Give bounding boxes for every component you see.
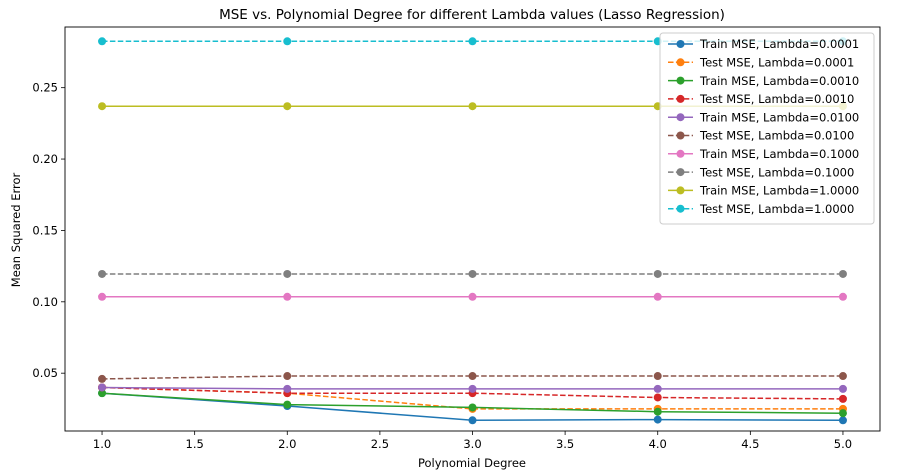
data-point: [283, 102, 292, 111]
data-point: [838, 394, 847, 403]
legend-item: Train MSE, Lambda=0.1000: [668, 147, 859, 161]
data-point: [838, 372, 847, 381]
data-point: [283, 269, 292, 278]
data-point: [653, 407, 662, 416]
data-point: [838, 269, 847, 278]
data-point: [468, 372, 477, 381]
data-point: [283, 37, 292, 46]
data-point: [653, 415, 662, 424]
data-point: [468, 269, 477, 278]
legend-label: Train MSE, Lambda=1.0000: [699, 184, 859, 198]
x-tick-label: 5.0: [834, 437, 852, 451]
data-point: [653, 384, 662, 393]
legend-label: Train MSE, Lambda=0.0100: [699, 110, 859, 124]
data-point: [98, 102, 107, 111]
data-point: [98, 383, 107, 392]
data-point: [98, 292, 107, 301]
legend-label: Test MSE, Lambda=0.0100: [699, 129, 854, 143]
y-tick-label: 0.25: [32, 81, 58, 95]
legend-label: Test MSE, Lambda=0.0001: [699, 56, 854, 70]
legend-box: [659, 32, 875, 225]
legend-label: Train MSE, Lambda=0.0001: [699, 37, 859, 51]
y-tick-label: 0.15: [32, 223, 58, 237]
data-point: [468, 37, 477, 46]
legend-label: Train MSE, Lambda=0.0010: [699, 74, 859, 88]
legend-swatch-marker: [676, 40, 685, 48]
legend-item: Train MSE, Lambda=0.0001: [668, 37, 859, 51]
y-tick-label: 0.10: [32, 295, 58, 309]
data-point: [653, 393, 662, 402]
data-point: [283, 292, 292, 301]
series-line: [101, 375, 843, 380]
y-axis-label: Mean Squared Error: [9, 173, 23, 288]
legend-item: Test MSE, Lambda=0.0010: [668, 92, 854, 106]
series-8: [98, 269, 847, 278]
data-point: [653, 292, 662, 301]
data-point: [98, 389, 107, 398]
data-point: [838, 416, 847, 425]
legend: Train MSE, Lambda=0.0001 Test MSE, Lambda…: [659, 32, 875, 225]
legend-swatch-marker: [676, 113, 685, 122]
legend-swatch-marker: [676, 186, 685, 195]
data-point: [468, 292, 477, 301]
legend-swatch-marker: [676, 149, 685, 158]
series-3: [98, 389, 847, 418]
x-tick-label: 3.5: [556, 437, 574, 451]
legend-item: Test MSE, Lambda=0.0001: [668, 56, 854, 70]
data-point: [468, 403, 477, 412]
x-tick-label: 2.5: [371, 437, 389, 451]
y-tick-label: 0.05: [32, 366, 58, 380]
x-tick-label: 4.0: [649, 437, 667, 451]
series-6: [98, 372, 847, 383]
data-point: [653, 269, 662, 278]
legend-item: Train MSE, Lambda=0.0100: [668, 110, 859, 124]
chart-title: MSE vs. Polynomial Degree for different …: [219, 7, 725, 23]
x-tick-label: 1.5: [186, 437, 204, 451]
legend-swatch-marker: [676, 204, 685, 213]
data-point: [838, 292, 847, 301]
legend-swatch-marker: [676, 131, 685, 140]
data-point: [468, 102, 477, 111]
legend-swatch-marker: [676, 94, 685, 103]
legend-item: Test MSE, Lambda=0.0100: [668, 129, 854, 143]
legend-item: Test MSE, Lambda=0.1000: [668, 165, 854, 179]
x-tick-label: 4.5: [741, 437, 759, 451]
data-point: [468, 384, 477, 393]
data-point: [283, 372, 292, 381]
x-axis-label: Polynomial Degree: [418, 456, 526, 470]
legend-label: Test MSE, Lambda=0.0010: [699, 92, 854, 106]
legend-label: Test MSE, Lambda=1.0000: [699, 202, 854, 216]
legend-item: Test MSE, Lambda=1.0000: [668, 202, 854, 216]
legend-item: Train MSE, Lambda=0.0010: [668, 74, 859, 88]
y-tick-label: 0.20: [32, 152, 58, 166]
data-point: [98, 374, 107, 383]
x-axis: 1.0 1.5 2.0 2.5 3.0 3.5 4.0 4.5 5.0: [93, 431, 852, 451]
data-point: [98, 37, 107, 46]
data-point: [468, 416, 477, 425]
legend-item: Train MSE, Lambda=1.0000: [668, 184, 859, 198]
legend-label: Train MSE, Lambda=0.1000: [699, 147, 859, 161]
legend-swatch-marker: [676, 168, 685, 177]
x-tick-label: 3.0: [463, 437, 481, 451]
data-point: [838, 409, 847, 418]
legend-label: Test MSE, Lambda=0.1000: [699, 165, 854, 179]
data-point: [838, 384, 847, 393]
series-line: [101, 386, 844, 400]
data-point: [98, 269, 107, 278]
y-axis: 0.05 0.10 0.15 0.20 0.25: [32, 81, 65, 380]
series-5: [98, 383, 847, 393]
legend-swatch-marker: [676, 76, 685, 85]
data-point: [283, 384, 292, 393]
series-7: [98, 292, 847, 301]
legend-swatch-marker: [676, 58, 685, 67]
data-point: [283, 400, 292, 409]
data-point: [653, 372, 662, 381]
x-tick-label: 1.0: [93, 437, 111, 451]
x-tick-label: 2.0: [278, 437, 296, 451]
